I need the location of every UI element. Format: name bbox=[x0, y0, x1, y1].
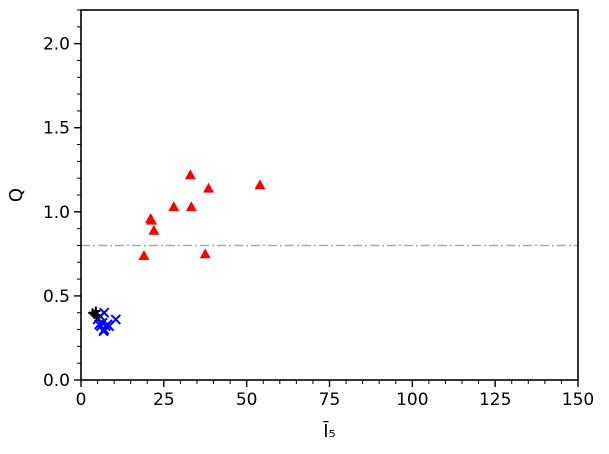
x-axis-label: Ī₅ bbox=[323, 420, 336, 442]
x-tick-label: 150 bbox=[562, 390, 594, 410]
plot-area-frame bbox=[80, 9, 579, 381]
plus-point bbox=[93, 311, 103, 321]
triangle-point bbox=[184, 169, 196, 180]
x-tick-label: 100 bbox=[396, 390, 428, 410]
x-tick-label: 0 bbox=[76, 390, 87, 410]
y-tick-label: 0.0 bbox=[43, 371, 70, 391]
y-tick-label: 1.0 bbox=[43, 203, 70, 223]
y-tick-label: 2.0 bbox=[43, 35, 70, 55]
x-tick-label: 50 bbox=[236, 390, 258, 410]
triangle-point bbox=[138, 250, 150, 260]
triangle-point bbox=[168, 201, 180, 212]
y-tick-label: 1.5 bbox=[43, 119, 70, 139]
y-tick-label: 0.5 bbox=[43, 287, 70, 307]
triangle-point bbox=[254, 179, 266, 190]
x-tick-label: 125 bbox=[479, 390, 511, 410]
plus-point bbox=[91, 306, 101, 316]
y-axis-label: Q bbox=[6, 188, 27, 202]
triangle-point bbox=[199, 248, 211, 259]
triangle-point bbox=[146, 214, 158, 225]
x-point bbox=[98, 326, 109, 337]
x-tick-label: 25 bbox=[153, 390, 175, 410]
triangle-point bbox=[148, 224, 160, 235]
triangle-point bbox=[203, 182, 215, 193]
x-tick-label: 75 bbox=[319, 390, 341, 410]
triangle-point bbox=[185, 201, 197, 212]
x-point bbox=[110, 314, 121, 325]
